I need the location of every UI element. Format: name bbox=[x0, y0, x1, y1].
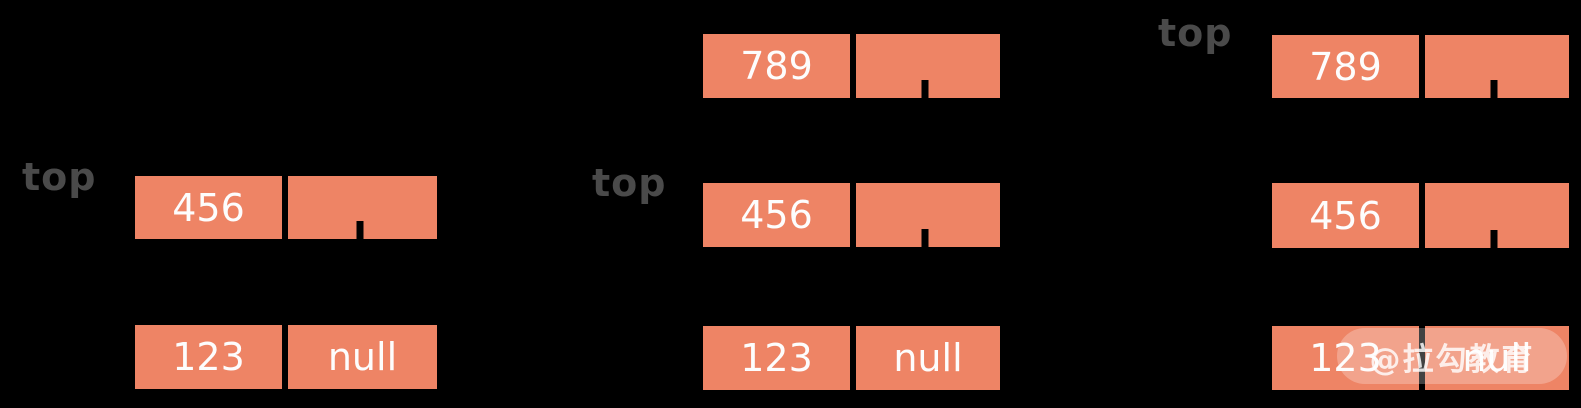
stack-node-123: 123 null bbox=[703, 326, 1000, 390]
node-pointer-cell bbox=[856, 34, 1000, 98]
node-pointer-null-cell: null bbox=[1425, 326, 1569, 390]
stack-node-456: 456 bbox=[1272, 183, 1569, 248]
node-value-cell: 456 bbox=[135, 176, 282, 239]
pointer-arrow-stub-icon bbox=[356, 221, 364, 239]
stack-node-789: 789 bbox=[1272, 35, 1569, 98]
node-pointer-null-cell: null bbox=[856, 326, 1000, 390]
stack-node-123: 123 null bbox=[135, 325, 437, 389]
top-pointer-label: top bbox=[592, 161, 667, 205]
node-pointer-cell bbox=[856, 183, 1000, 247]
stack-node-123: 123 null bbox=[1272, 326, 1569, 390]
node-value-cell: 123 bbox=[703, 326, 850, 390]
node-value-cell: 123 bbox=[135, 325, 282, 389]
pointer-arrow-stub-icon bbox=[921, 80, 929, 98]
node-value-cell: 456 bbox=[703, 183, 850, 247]
node-pointer-cell bbox=[288, 176, 437, 239]
stack-node-456: 456 bbox=[135, 176, 437, 239]
node-value-cell: 789 bbox=[703, 34, 850, 98]
node-value-cell: 123 bbox=[1272, 326, 1419, 390]
pointer-arrow-stub-icon bbox=[921, 229, 929, 247]
stack-node-789: 789 bbox=[703, 34, 1000, 98]
top-pointer-label: top bbox=[1158, 11, 1233, 55]
node-value-cell: 456 bbox=[1272, 183, 1419, 248]
node-pointer-null-cell: null bbox=[288, 325, 437, 389]
top-pointer-label: top bbox=[22, 155, 97, 199]
watermark-badge: @拉勾教育 bbox=[1337, 328, 1567, 384]
node-pointer-cell bbox=[1425, 35, 1569, 98]
watermark-text: @拉勾教育 bbox=[1369, 341, 1535, 378]
pointer-arrow-stub-icon bbox=[1490, 230, 1498, 248]
node-value-cell: 789 bbox=[1272, 35, 1419, 98]
pointer-arrow-stub-icon bbox=[1490, 80, 1498, 98]
node-pointer-cell bbox=[1425, 183, 1569, 248]
stack-node-456: 456 bbox=[703, 183, 1000, 247]
